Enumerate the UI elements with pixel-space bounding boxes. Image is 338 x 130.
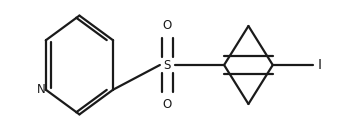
Text: N: N xyxy=(37,83,46,96)
Text: O: O xyxy=(163,19,172,32)
Text: I: I xyxy=(317,58,321,72)
Text: S: S xyxy=(164,58,171,72)
Text: O: O xyxy=(163,98,172,111)
